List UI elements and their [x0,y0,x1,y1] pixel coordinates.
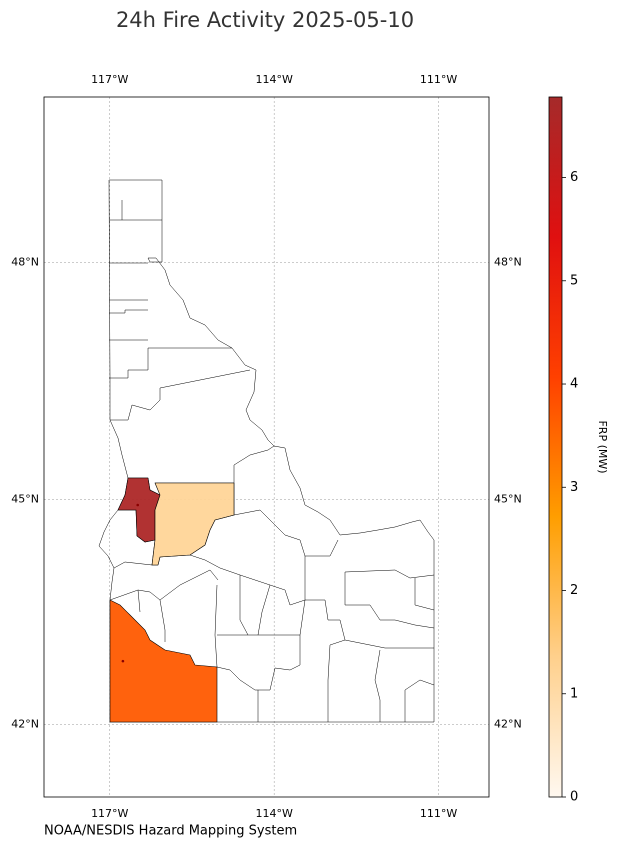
map-title: 24h Fire Activity 2025-05-10 [116,8,414,32]
colorbar-tick-label: 4 [570,377,578,392]
fire-region [151,482,235,566]
x-tick-label: 117°W [91,807,128,820]
y-tick-label: 48°N [11,256,39,269]
state-outline [98,179,435,723]
y-tick-label: 45°N [494,493,522,506]
x-tick-label: 111°W [420,807,457,820]
y-tick-label: 45°N [11,493,39,506]
colorbar-tick-label: 2 [570,583,578,598]
y-tick-label: 48°N [494,256,522,269]
x-tick-label: 111°W [420,73,457,86]
fire-region [117,477,161,543]
map-frame [43,96,490,798]
fire-point [136,503,140,507]
colorbar-tick-label: 3 [570,480,578,495]
county-boundaries [98,179,435,723]
colorbar-tick-label: 5 [570,273,578,288]
x-tick-label: 117°W [91,73,128,86]
source-credit: NOAA/NESDIS Hazard Mapping System [44,824,297,839]
x-tick-label: 114°W [255,73,292,86]
colorbar-tick-label: 6 [570,170,578,185]
colorbar-tick-label: 1 [570,686,578,701]
colorbar-tick-label: 0 [570,790,578,805]
colorbar [548,96,563,798]
county-line [109,200,435,722]
y-tick-label: 42°N [494,717,522,730]
y-tick-label: 42°N [11,717,39,730]
fire-point [121,659,125,663]
colorbar-label: FRP (MW) [596,420,609,473]
fire-region [109,599,218,723]
x-tick-label: 114°W [255,807,292,820]
